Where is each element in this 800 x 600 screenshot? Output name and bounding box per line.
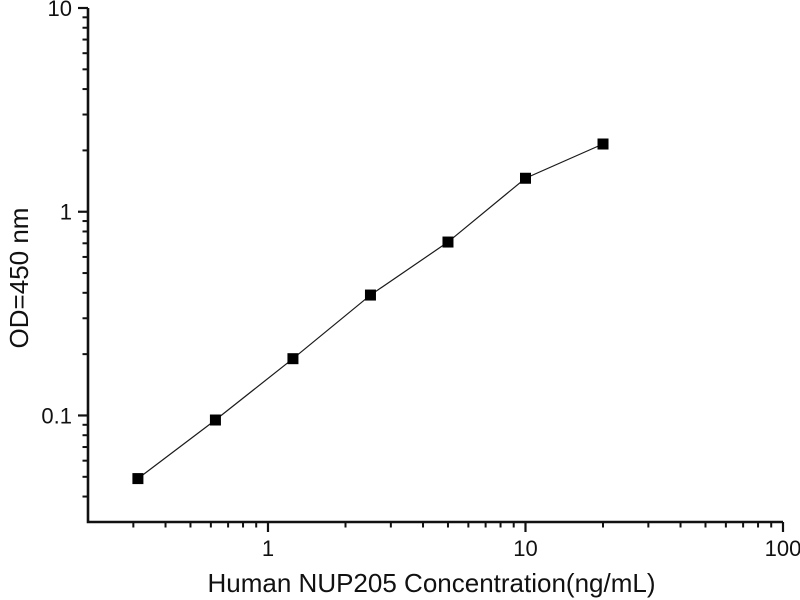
- x-tick-label: 10: [513, 536, 537, 561]
- data-point-marker: [209, 414, 221, 426]
- series-line: [137, 143, 604, 480]
- y-tick-label: 0.1: [41, 403, 72, 428]
- data-point-marker: [442, 236, 454, 248]
- y-axis-title: OD=450 nm: [4, 208, 34, 349]
- data-point-marker: [132, 473, 144, 485]
- data-point-marker: [287, 353, 299, 365]
- y-tick-label: 10: [48, 0, 72, 21]
- data-point-marker: [597, 138, 609, 150]
- axis-lines: [86, 8, 783, 524]
- y-tick-label: 1: [60, 200, 72, 225]
- data-point-marker: [519, 172, 531, 184]
- x-tick-label: 1: [262, 536, 274, 561]
- x-axis-title: Human NUP205 Concentration(ng/mL): [208, 568, 656, 598]
- x-tick-label: 100: [765, 536, 800, 561]
- data-point-marker: [364, 289, 376, 301]
